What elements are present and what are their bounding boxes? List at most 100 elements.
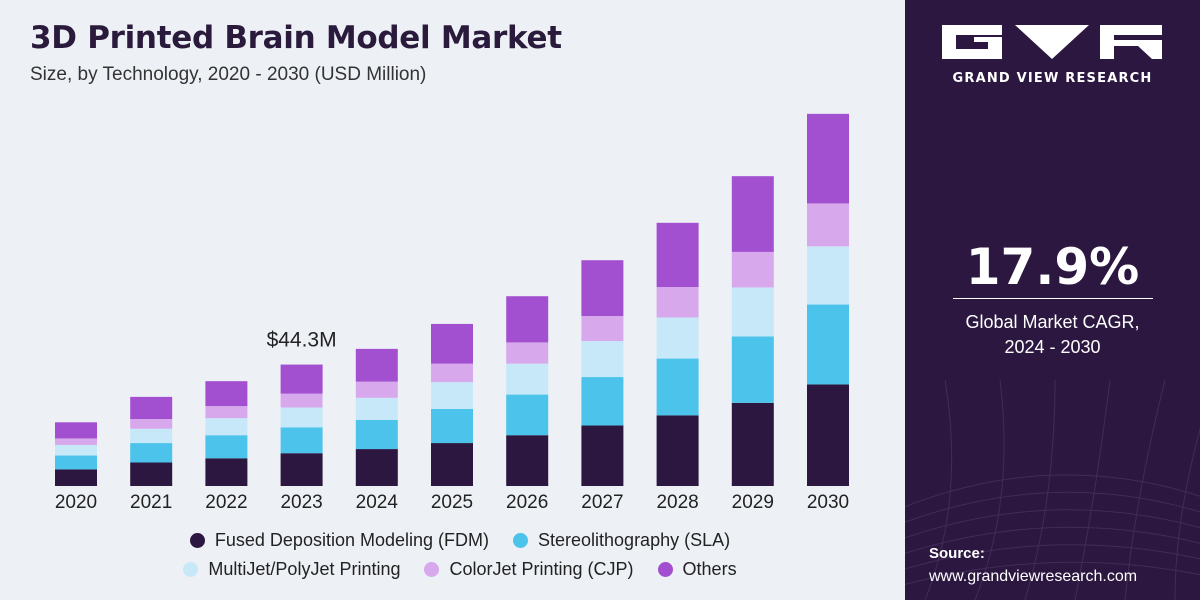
bar-2025-others	[431, 323, 473, 364]
bar-2029-fused-deposition-modeling-fdm	[731, 402, 774, 486]
x-tick-label-2020: 2020	[55, 492, 97, 513]
legend-row-1: Fused Deposition Modeling (FDM) Stereoli…	[60, 530, 860, 551]
bar-2030-multijet-polyjet-printing	[807, 246, 849, 305]
bar-2029-stereolithography-sla	[731, 336, 774, 403]
bar-2024-stereolithography-sla	[355, 419, 398, 450]
bar-2024-multijet-polyjet-printing	[355, 397, 398, 420]
legend-swatch-multijet	[183, 562, 199, 577]
x-tick-label-2030: 2030	[807, 492, 849, 513]
cagr-divider	[953, 298, 1153, 299]
bar-2029-multijet-polyjet-printing	[731, 287, 774, 337]
info-panel: GRAND VIEW RESEARCH 17.9% Global Market …	[905, 0, 1200, 600]
bar-2020-others	[55, 422, 97, 439]
x-tick-label-2028: 2028	[656, 492, 698, 513]
bar-2027-colorjet-printing-cjp	[581, 316, 624, 342]
bar-2020-fused-deposition-modeling-fdm	[55, 469, 97, 486]
bar-2029-colorjet-printing-cjp	[731, 251, 774, 288]
chart-subtitle: Size, by Technology, 2020 - 2030 (USD Mi…	[30, 64, 427, 85]
grand-view-research-logo	[942, 25, 1162, 59]
bar-2024-colorjet-printing-cjp	[355, 381, 398, 398]
legend-label-sla: Stereolithography (SLA)	[538, 530, 731, 550]
bar-2026-others	[506, 296, 549, 343]
x-tick-label-2027: 2027	[581, 492, 623, 513]
bar-2026-multijet-polyjet-printing	[506, 363, 549, 395]
bar-2021-stereolithography-sla	[130, 443, 173, 463]
source-url[interactable]: www.grandviewresearch.com	[929, 568, 1138, 585]
bar-2022-others	[205, 381, 248, 407]
bar-2025-colorjet-printing-cjp	[431, 363, 473, 383]
bar-2026-colorjet-printing-cjp	[506, 342, 549, 364]
legend-item-sla: Stereolithography (SLA)	[513, 530, 730, 551]
legend-label-multijet: MultiJet/PolyJet Printing	[208, 559, 401, 579]
bar-2028-others	[656, 222, 699, 287]
bar-2026-stereolithography-sla	[506, 394, 549, 436]
bar-2023-stereolithography-sla	[280, 427, 323, 454]
bar-2029-others	[731, 176, 774, 252]
bar-2025-fused-deposition-modeling-fdm	[431, 443, 473, 486]
bar-2023-multijet-polyjet-printing	[280, 407, 323, 428]
legend-label-cjp: ColorJet Printing (CJP)	[449, 559, 634, 579]
legend-swatch-fdm	[189, 533, 205, 548]
bar-2025-stereolithography-sla	[431, 408, 473, 444]
value-annotation-2023: $44.3M	[267, 329, 337, 352]
bar-2030-fused-deposition-modeling-fdm	[807, 384, 849, 486]
cagr-label: Global Market CAGR, 2024 - 2030	[905, 310, 1200, 360]
bar-2027-fused-deposition-modeling-fdm	[581, 425, 624, 486]
cagr-label-line1: Global Market CAGR,	[965, 312, 1140, 332]
chart-panel: 3D Printed Brain Model Market Size, by T…	[0, 0, 905, 600]
bar-2021-colorjet-printing-cjp	[130, 419, 173, 429]
bar-2028-multijet-polyjet-printing	[656, 317, 699, 359]
bar-2027-stereolithography-sla	[581, 377, 624, 426]
bar-2028-fused-deposition-modeling-fdm	[656, 415, 699, 486]
legend-label-others: Others	[682, 559, 737, 579]
chart-title: 3D Printed Brain Model Market	[30, 20, 562, 56]
bar-2022-fused-deposition-modeling-fdm	[205, 458, 248, 486]
x-tick-label-2021: 2021	[130, 492, 172, 513]
legend-item-fdm: Fused Deposition Modeling (FDM)	[189, 530, 489, 551]
bar-2020-stereolithography-sla	[55, 455, 97, 470]
bar-2023-others	[280, 364, 323, 394]
bar-2022-colorjet-printing-cjp	[205, 406, 248, 419]
x-tick-label-2023: 2023	[280, 492, 322, 513]
x-tick-label-2029: 2029	[732, 492, 774, 513]
background-grid-graphic	[905, 380, 1200, 600]
legend-swatch-cjp	[424, 562, 440, 577]
bar-2028-colorjet-printing-cjp	[656, 286, 699, 318]
bar-2030-others	[807, 113, 849, 204]
bar-2020-colorjet-printing-cjp	[55, 438, 97, 445]
bar-2022-stereolithography-sla	[205, 435, 248, 459]
x-tick-label-2026: 2026	[506, 492, 548, 513]
legend-item-multijet: MultiJet/PolyJet Printing	[183, 559, 400, 580]
bar-2020-multijet-polyjet-printing	[55, 444, 97, 456]
bar-2023-fused-deposition-modeling-fdm	[280, 453, 323, 486]
cagr-label-line2: 2024 - 2030	[1004, 337, 1101, 357]
bar-2028-stereolithography-sla	[656, 358, 699, 416]
legend-swatch-sla	[513, 533, 528, 548]
bar-2021-multijet-polyjet-printing	[130, 428, 173, 444]
brand-name: GRAND VIEW RESEARCH	[952, 71, 1153, 86]
bar-2021-others	[130, 396, 173, 420]
bar-2026-fused-deposition-modeling-fdm	[506, 435, 549, 486]
cagr-value: 17.9%	[965, 238, 1140, 296]
source-label: Source:	[929, 545, 985, 562]
bar-2024-others	[355, 348, 398, 382]
bar-2022-multijet-polyjet-printing	[205, 418, 248, 436]
legend-row-2: MultiJet/PolyJet Printing ColorJet Print…	[60, 559, 860, 580]
bar-2030-colorjet-printing-cjp	[807, 203, 849, 247]
legend-item-cjp: ColorJet Printing (CJP)	[424, 559, 634, 580]
bar-2027-multijet-polyjet-printing	[581, 341, 624, 378]
chart-legend: Fused Deposition Modeling (FDM) Stereoli…	[60, 530, 860, 588]
legend-item-others: Others	[657, 559, 737, 580]
legend-label-fdm: Fused Deposition Modeling (FDM)	[214, 530, 489, 550]
bar-2024-fused-deposition-modeling-fdm	[355, 449, 398, 486]
bar-2030-stereolithography-sla	[807, 304, 849, 385]
bar-2027-others	[581, 260, 624, 317]
legend-swatch-others	[657, 562, 673, 577]
bar-2021-fused-deposition-modeling-fdm	[130, 462, 173, 486]
x-tick-label-2022: 2022	[205, 492, 247, 513]
bar-2025-multijet-polyjet-printing	[431, 382, 473, 409]
x-tick-label-2024: 2024	[356, 492, 399, 513]
x-tick-label-2025: 2025	[431, 492, 473, 513]
bar-2023-colorjet-printing-cjp	[280, 393, 323, 408]
bar-chart: 2020 2021 2022 2023 $44.3M 2024 2025 2026 2027 20…	[55, 113, 849, 513]
